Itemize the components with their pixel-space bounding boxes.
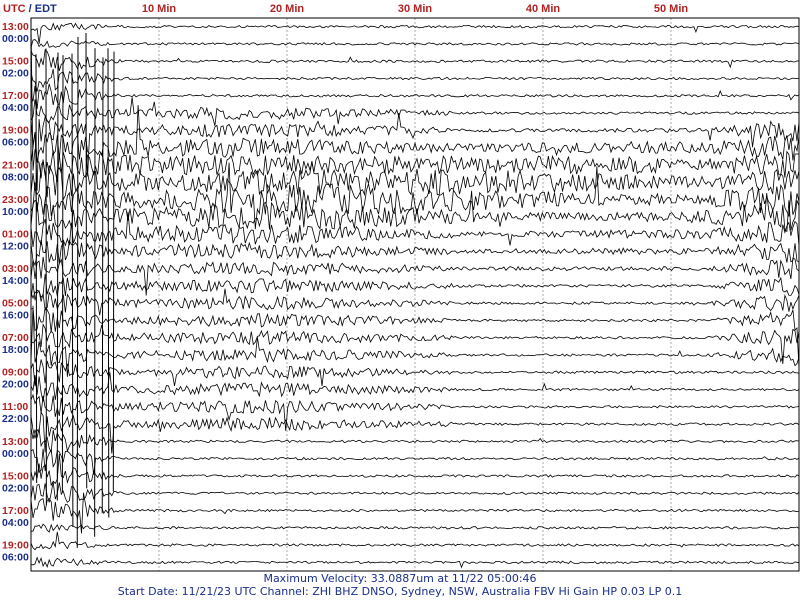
trace-row-18 bbox=[30, 306, 800, 369]
utc-time-label: 11:00 bbox=[2, 401, 28, 413]
utc-time-label: 09:00 bbox=[2, 367, 29, 379]
tick-label-10-min: 10 Min bbox=[142, 3, 177, 15]
spike-early-7 bbox=[85, 33, 88, 489]
local-time-label: 12:00 bbox=[2, 240, 29, 252]
trace-row-4 bbox=[30, 68, 800, 92]
local-time-label: 22:00 bbox=[2, 413, 29, 425]
utc-time-label: 17:00 bbox=[2, 505, 29, 517]
trace-row-13 bbox=[30, 211, 800, 248]
start-date-text: Start Date: 11/21/23 UTC Channel: ZHI BH… bbox=[117, 585, 683, 598]
utc-time-label: 15:00 bbox=[2, 56, 29, 68]
trace-row-26 bbox=[30, 448, 800, 475]
local-time-label: 08:00 bbox=[2, 171, 29, 183]
utc-time-label: 01:00 bbox=[2, 228, 29, 240]
trace-row-15 bbox=[30, 256, 800, 296]
trace-row-27 bbox=[30, 453, 800, 487]
local-time-label: 14:00 bbox=[2, 275, 29, 287]
trace-row-32 bbox=[30, 556, 800, 569]
trace-row-30 bbox=[31, 523, 800, 533]
local-time-label: 10:00 bbox=[2, 206, 29, 218]
trace-row-6 bbox=[30, 97, 800, 126]
trace-row-28 bbox=[30, 481, 800, 503]
trace-row-12 bbox=[30, 190, 800, 233]
trace-row-20 bbox=[30, 305, 800, 377]
utc-time-label: 05:00 bbox=[2, 298, 29, 310]
trace-row-5 bbox=[30, 83, 800, 110]
utc-header: UTC / EDT bbox=[3, 3, 57, 15]
tick-label-50-min: 50 Min bbox=[654, 3, 689, 15]
time-labels: 13:0000:0015:0002:0017:0004:0019:0006:00… bbox=[2, 21, 29, 563]
trace-row-8 bbox=[30, 105, 800, 165]
utc-time-label: 03:00 bbox=[2, 263, 29, 275]
utc-time-label: 17:00 bbox=[2, 90, 29, 102]
trace-row-2 bbox=[30, 39, 800, 48]
local-time-label: 04:00 bbox=[2, 102, 29, 114]
utc-time-label: 15:00 bbox=[2, 470, 29, 482]
local-time-label: 16:00 bbox=[2, 310, 29, 322]
utc-time-label: 23:00 bbox=[2, 194, 29, 206]
trace-row-17 bbox=[30, 288, 800, 316]
utc-time-label: 19:00 bbox=[2, 125, 29, 137]
trace-row-3 bbox=[30, 49, 800, 72]
minute-tick-labels: 10 Min 20 Min 30 Min 40 Min 50 Min bbox=[142, 3, 689, 15]
local-time-label: 18:00 bbox=[2, 344, 29, 356]
spike-early-10 bbox=[107, 48, 110, 518]
trace-row-11 bbox=[30, 162, 800, 230]
seismic-traces bbox=[30, 21, 800, 569]
spike-early-6 bbox=[76, 37, 79, 548]
spike-early-3 bbox=[56, 52, 59, 501]
trace-row-7 bbox=[30, 113, 800, 191]
spike-early-4 bbox=[61, 55, 64, 492]
tick-label-30-min: 30 Min bbox=[398, 3, 433, 15]
local-time-label: 02:00 bbox=[2, 482, 29, 494]
trace-row-9 bbox=[30, 21, 800, 182]
local-time-label: 06:00 bbox=[2, 551, 29, 563]
trace-row-16 bbox=[30, 273, 800, 301]
trace-row-24 bbox=[30, 411, 800, 454]
local-time-label: 00:00 bbox=[2, 33, 29, 45]
trace-row-14 bbox=[30, 239, 800, 267]
local-time-label: 04:00 bbox=[2, 517, 29, 529]
utc-time-label: 21:00 bbox=[2, 159, 29, 171]
utc-time-label: 13:00 bbox=[2, 436, 29, 448]
spike-early-9 bbox=[101, 57, 104, 514]
trace-row-22 bbox=[30, 371, 800, 402]
plot-frame bbox=[30, 17, 800, 572]
trace-row-23 bbox=[30, 393, 800, 431]
trace-row-31 bbox=[30, 531, 800, 551]
spike-early-11 bbox=[112, 51, 115, 492]
tick-label-40-min: 40 Min bbox=[526, 3, 561, 15]
trace-row-10 bbox=[30, 160, 800, 201]
local-time-label: 20:00 bbox=[2, 379, 29, 391]
max-velocity-text: Maximum Velocity: 33.0887um at 11/22 05:… bbox=[263, 572, 537, 585]
trace-row-1 bbox=[30, 22, 800, 44]
spike-early-5 bbox=[71, 53, 74, 527]
local-time-label: 00:00 bbox=[2, 448, 29, 460]
trace-row-21 bbox=[30, 359, 800, 387]
utc-time-label: 19:00 bbox=[2, 539, 29, 551]
trace-row-25 bbox=[30, 427, 800, 454]
utc-time-label: 13:00 bbox=[2, 21, 29, 33]
local-time-label: 02:00 bbox=[2, 68, 29, 80]
tick-label-20-min: 20 Min bbox=[270, 3, 305, 15]
spike-early-1 bbox=[35, 54, 38, 484]
trace-row-29 bbox=[30, 492, 800, 534]
trace-row-19 bbox=[30, 322, 800, 365]
utc-time-label: 07:00 bbox=[2, 332, 29, 344]
local-time-label: 06:00 bbox=[2, 137, 29, 149]
